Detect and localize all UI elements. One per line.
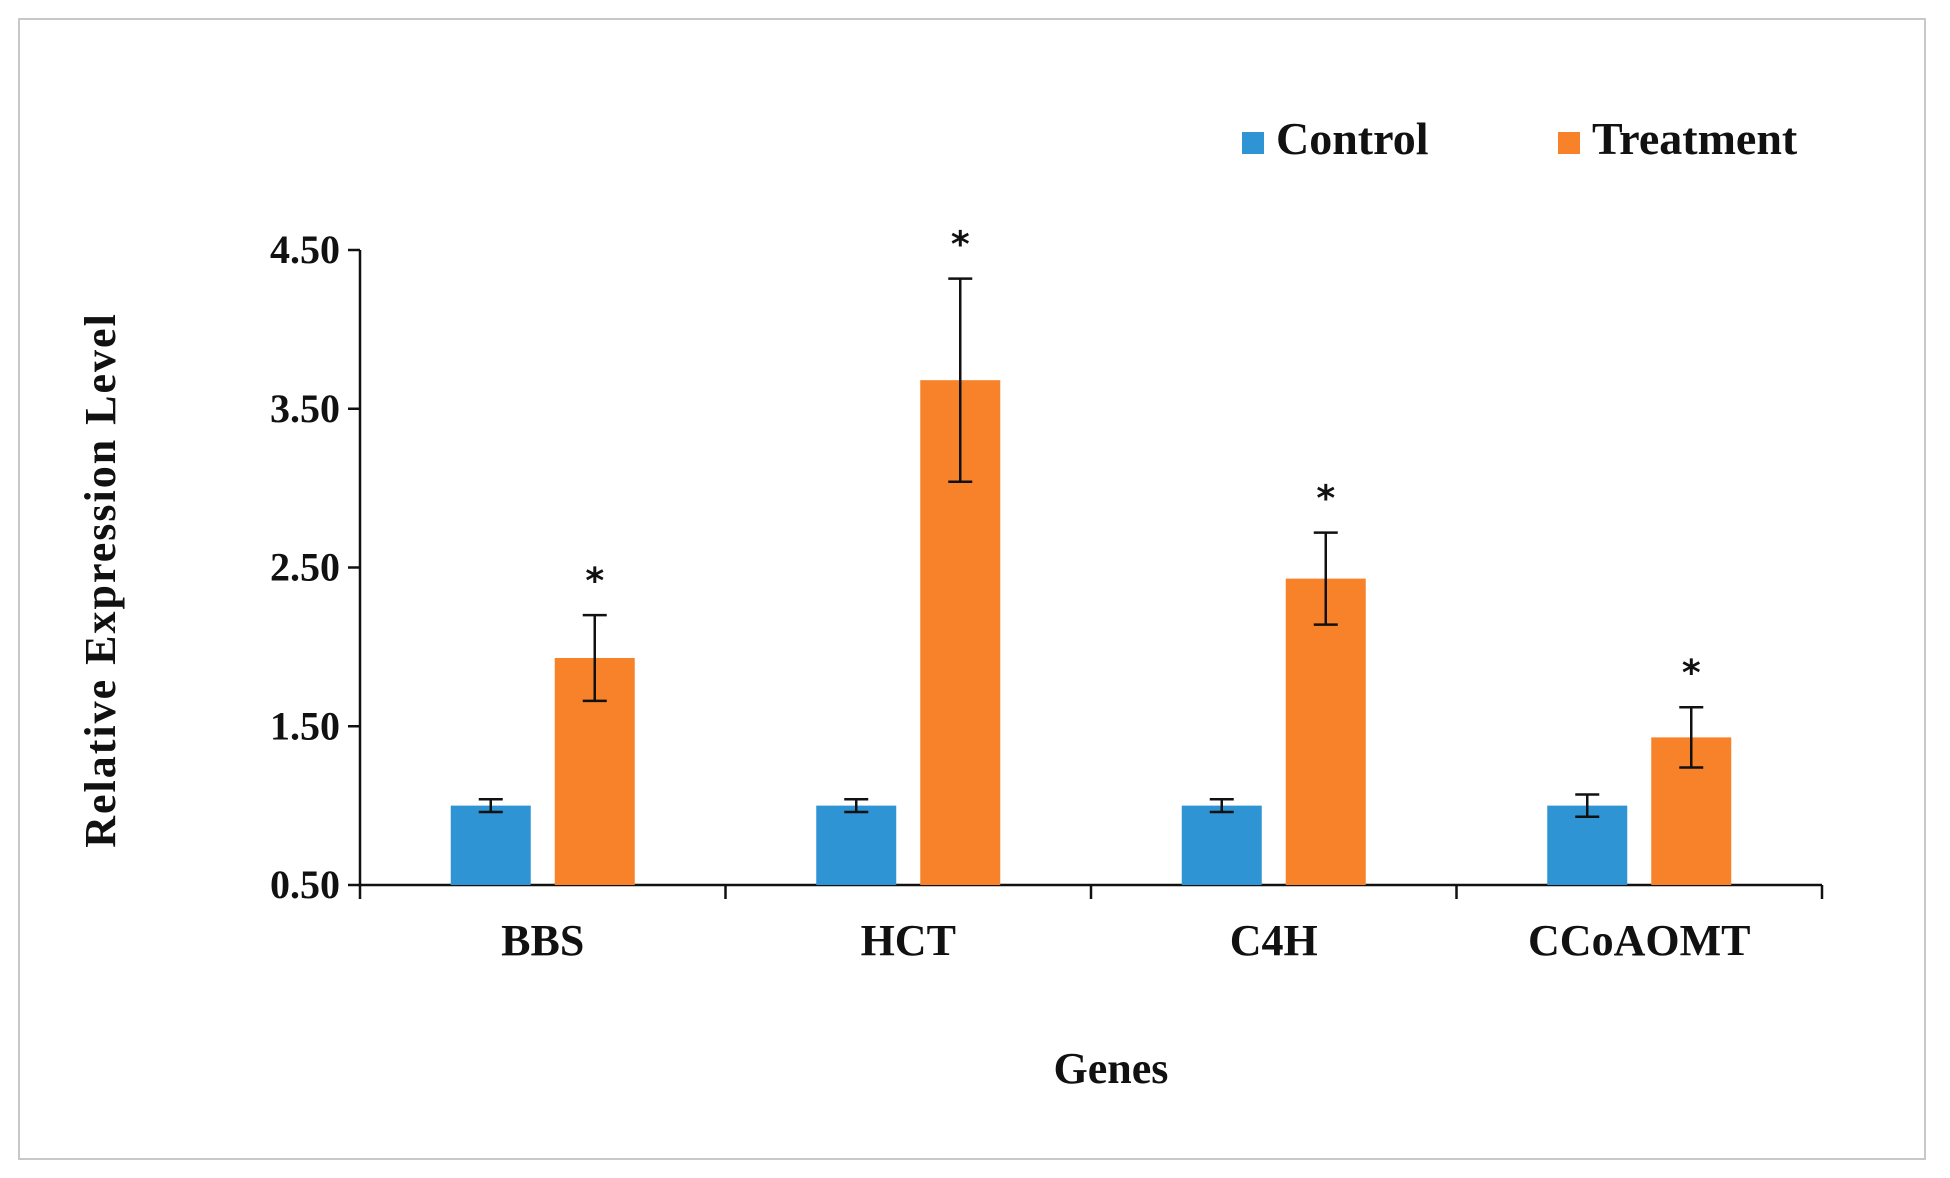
legend-label-treatment: Treatment: [1592, 113, 1798, 164]
legend-swatch-control: [1242, 132, 1264, 154]
x-axis-title: Genes: [1054, 1044, 1169, 1093]
bar-treatment-c4h: [1285, 578, 1366, 885]
significance-marker: *: [1316, 479, 1335, 520]
bar-control-c4h: [1181, 805, 1262, 885]
error-bars-layer: [478, 277, 1704, 818]
labels-layer: 0.50 1.50 2.50 3.50 4.50 BBS * HCT * C4H * CCoAOMT *…: [76, 225, 1750, 1093]
y-tick-label: 3.50: [270, 386, 340, 431]
x-category-label: HCT: [861, 916, 956, 965]
y-tick-label: 0.50: [270, 862, 340, 907]
chart-frame: 0.50 1.50 2.50 3.50 4.50 BBS * HCT * C4H * CCoAOMT *…: [18, 18, 1926, 1160]
x-category-label: BBS: [501, 916, 584, 965]
bar-chart: 0.50 1.50 2.50 3.50 4.50 BBS * HCT * C4H * CCoAOMT *…: [76, 113, 1824, 1093]
bar-control-bbs: [450, 805, 531, 885]
bars-layer: [450, 380, 1732, 885]
x-category-label: C4H: [1230, 916, 1318, 965]
significance-marker: *: [585, 561, 604, 602]
bar-control-hct: [816, 805, 897, 885]
bar-control-ccoaomt: [1547, 805, 1628, 885]
y-tick-label: 4.50: [270, 227, 340, 272]
significance-marker: *: [951, 225, 970, 266]
x-category-label: CCoAOMT: [1528, 916, 1750, 965]
legend-swatch-treatment: [1558, 132, 1580, 154]
y-tick-label: 2.50: [270, 545, 340, 590]
significance-marker: *: [1682, 653, 1701, 694]
legend-label-control: Control: [1276, 113, 1429, 164]
legend: Control Treatment: [1242, 113, 1798, 164]
y-axis-title: Relative Expression Level: [76, 312, 125, 848]
y-tick-label: 1.50: [270, 703, 340, 748]
